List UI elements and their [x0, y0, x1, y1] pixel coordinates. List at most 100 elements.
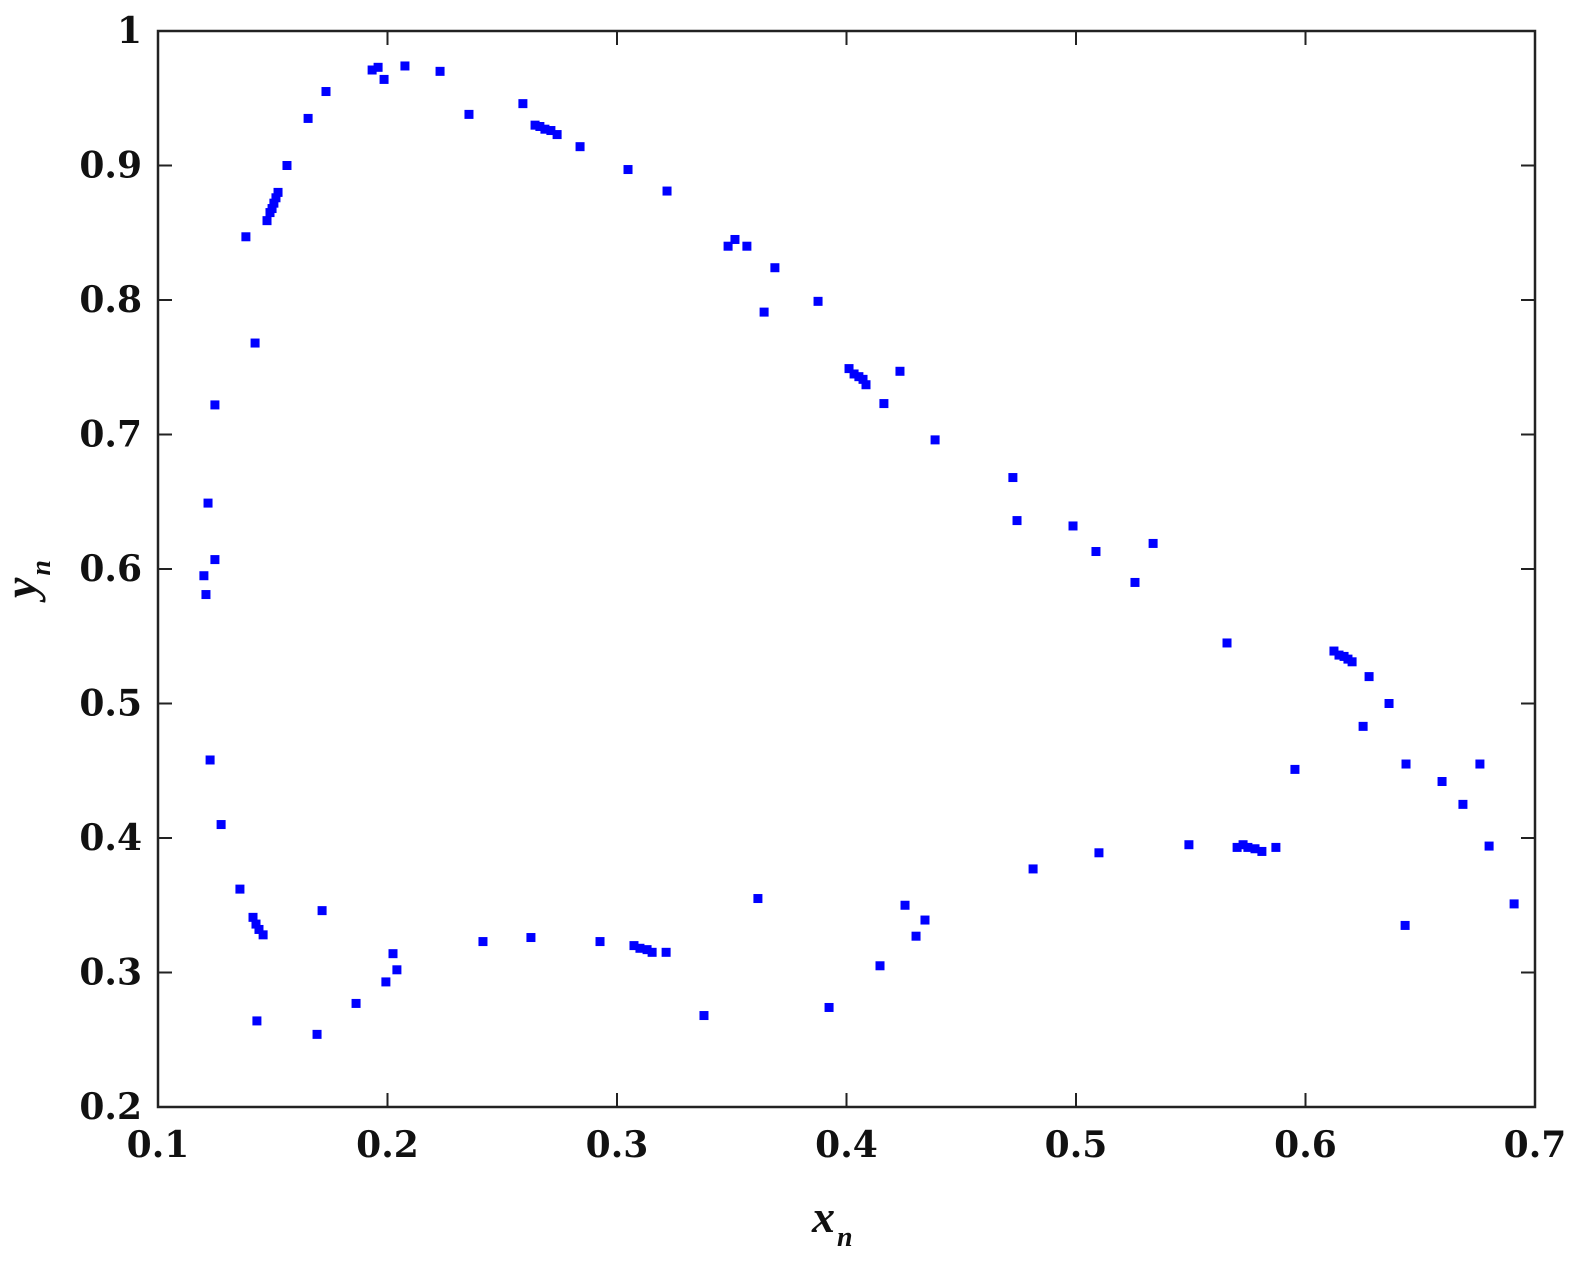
data-point: [723, 241, 733, 251]
data-point: [595, 937, 605, 947]
data-point: [203, 498, 213, 508]
data-point: [1384, 699, 1394, 708]
data-point: [911, 931, 921, 941]
data-point: [435, 66, 445, 76]
data-point: [273, 187, 283, 197]
data-point: [1094, 848, 1104, 858]
data-point: [546, 126, 556, 136]
data-point: [400, 61, 410, 71]
data-point: [849, 369, 859, 379]
data-point: [317, 906, 327, 916]
data-point: [1271, 842, 1281, 852]
data-point: [900, 900, 910, 910]
data-point: [235, 884, 245, 894]
data-point: [1358, 721, 1368, 731]
y-tick-label: 0.4: [79, 817, 142, 859]
x-tick-label: 0.3: [586, 1124, 649, 1166]
data-point: [1238, 840, 1248, 850]
data-point: [199, 571, 209, 581]
data-point: [635, 943, 645, 953]
data-point: [1222, 638, 1232, 648]
data-point: [770, 263, 780, 273]
data-point: [205, 755, 215, 765]
x-tick-label: 0.1: [127, 1124, 190, 1166]
data-point: [1184, 840, 1194, 850]
data-point: [844, 364, 854, 374]
data-point: [629, 941, 639, 951]
data-point: [1329, 646, 1339, 656]
x-axis-label: xn: [811, 1191, 853, 1253]
data-point: [1257, 846, 1267, 856]
data-point: [351, 998, 361, 1008]
x-tick-label: 0.6: [1274, 1124, 1337, 1166]
y-axis-label: yn: [0, 560, 57, 603]
data-point: [930, 435, 940, 445]
data-point: [1364, 672, 1374, 682]
data-point: [250, 338, 260, 348]
data-point: [1437, 777, 1447, 787]
data-point: [661, 947, 671, 957]
y-tick-label: 0.9: [79, 145, 142, 187]
data-point: [742, 241, 752, 251]
data-point: [1012, 516, 1022, 526]
data-point: [392, 965, 402, 975]
data-point: [535, 121, 545, 131]
data-point: [662, 186, 672, 196]
data-point: [1334, 650, 1344, 660]
data-point: [575, 142, 585, 152]
data-point: [269, 198, 279, 208]
x-tick-label: 0.5: [1045, 1124, 1108, 1166]
data-point: [753, 894, 763, 904]
data-point: [1091, 547, 1101, 557]
data-point: [861, 380, 871, 390]
data-point: [920, 915, 930, 925]
data-point: [262, 216, 272, 226]
data-point: [552, 130, 562, 140]
data-point: [321, 87, 331, 97]
data-point: [1232, 842, 1242, 852]
data-point: [464, 109, 474, 119]
y-tick-label: 0.6: [79, 548, 142, 590]
data-point: [210, 400, 220, 410]
plot-frame: [156, 29, 1537, 1109]
data-point: [824, 1002, 834, 1012]
data-point: [210, 555, 220, 565]
data-point: [1400, 920, 1410, 930]
data-point: [254, 924, 264, 934]
data-point: [1243, 842, 1253, 852]
data-point: [1347, 657, 1357, 667]
data-point: [216, 820, 226, 830]
x-tick-label: 0.4: [815, 1124, 878, 1166]
data-point: [875, 961, 885, 971]
data-point: [271, 193, 281, 203]
data-points: [199, 61, 1519, 1039]
data-point: [623, 165, 633, 175]
data-point: [895, 366, 905, 376]
data-point: [1509, 899, 1519, 909]
data-point: [879, 399, 889, 409]
data-point: [699, 1011, 709, 1021]
data-point: [1484, 841, 1494, 851]
data-point: [1401, 759, 1411, 769]
data-point: [478, 937, 488, 947]
data-point: [540, 124, 550, 134]
y-tick-label: 1: [117, 10, 142, 52]
data-point: [1008, 473, 1018, 483]
data-point: [282, 161, 292, 170]
data-point: [251, 919, 261, 929]
data-point: [858, 374, 868, 384]
data-point: [1290, 764, 1300, 774]
data-point: [267, 204, 277, 214]
y-tick-label: 0.2: [79, 1086, 142, 1128]
data-point: [388, 949, 398, 959]
y-tick-label: 0.5: [79, 683, 142, 725]
data-point: [312, 1029, 322, 1039]
data-point: [1130, 577, 1140, 587]
data-point: [1475, 759, 1485, 769]
data-point: [642, 945, 652, 955]
data-point: [367, 65, 377, 75]
data-point: [241, 232, 251, 242]
data-point: [647, 947, 657, 957]
data-point: [248, 912, 258, 922]
data-point: [759, 307, 769, 317]
